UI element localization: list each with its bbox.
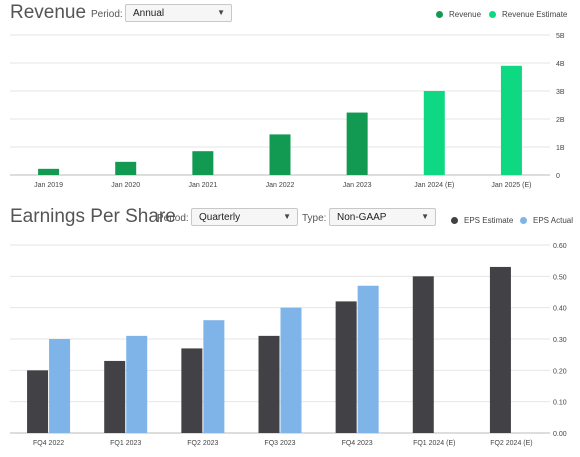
eps-estimate-legend-label: EPS Estimate — [464, 216, 514, 225]
revenue-chart: 5B 4B 3B 2B 1B 0 Jan 2019 Jan 2020 Jan 2021 Jan 2… — [10, 33, 565, 189]
revenue-y-tick-label: 0 — [556, 173, 560, 180]
eps-type-label: Type: — [302, 213, 327, 224]
eps-type-value: Non-GAAP — [337, 212, 387, 223]
eps-y-tick-label: 0.50 — [553, 274, 567, 281]
eps-x-tick-label: FQ4 2022 — [33, 440, 64, 447]
eps-bar — [104, 360, 126, 433]
eps-bar — [258, 335, 280, 433]
eps-x-tick-label: FQ4 2023 — [342, 440, 373, 447]
eps-estimate-legend-dot — [451, 217, 458, 224]
eps-bar — [412, 276, 434, 433]
eps-bar — [335, 301, 357, 433]
dropdown-caret-icon: ▼ — [217, 8, 225, 17]
revenue-bar — [500, 65, 522, 175]
legend-eps-actual[interactable]: EPS Actual — [520, 216, 573, 225]
revenue-y-tick-label: 4B — [556, 61, 565, 68]
eps-actual-legend-dot — [520, 217, 527, 224]
revenue-x-tick-label: Jan 2025 (E) — [491, 182, 531, 189]
revenue-y-tick-label: 3B — [556, 89, 565, 96]
revenue-x-tick-label: Jan 2020 — [111, 182, 140, 189]
revenue-bar — [192, 151, 214, 175]
eps-bar — [126, 335, 148, 433]
revenue-estimate-legend-dot — [489, 11, 496, 18]
revenue-x-tick-label: Jan 2023 — [343, 182, 372, 189]
eps-bar — [203, 320, 225, 433]
revenue-period-value: Annual — [133, 8, 165, 19]
eps-title: Earnings Per Share — [10, 206, 176, 227]
revenue-title: Revenue — [10, 2, 87, 23]
eps-actual-legend-label: EPS Actual — [533, 216, 574, 225]
revenue-x-tick-label: Jan 2019 — [34, 182, 63, 189]
eps-x-tick-label: FQ1 2024 (E) — [413, 440, 455, 447]
legend-revenue-estimate[interactable]: Revenue Estimate — [489, 10, 567, 19]
revenue-legend-label: Revenue — [449, 10, 482, 19]
eps-y-tick-label: 0.30 — [553, 337, 567, 344]
revenue-x-tick-label: Jan 2022 — [266, 182, 295, 189]
eps-y-tick-label: 0.20 — [553, 368, 567, 375]
dropdown-caret-icon: ▼ — [283, 212, 291, 221]
revenue-bar — [346, 112, 368, 175]
revenue-y-tick-label: 2B — [556, 117, 565, 124]
dropdown-caret-icon: ▼ — [421, 212, 429, 221]
eps-y-tick-label: 0.10 — [553, 400, 567, 407]
revenue-x-tick-label: Jan 2024 (E) — [414, 182, 454, 189]
revenue-y-tick-label: 5B — [556, 33, 565, 40]
eps-bar — [181, 348, 203, 433]
revenue-x-tick-label: Jan 2021 — [188, 182, 217, 189]
eps-x-tick-label: FQ2 2024 (E) — [490, 440, 532, 447]
eps-type-select[interactable]: Non-GAAP ▼ — [329, 208, 436, 226]
revenue-bar — [115, 161, 137, 175]
eps-bar — [357, 285, 379, 433]
eps-bar — [489, 266, 511, 433]
legend-eps-estimate[interactable]: EPS Estimate — [451, 216, 513, 225]
revenue-estimate-legend-label: Revenue Estimate — [502, 10, 568, 19]
revenue-bar — [269, 134, 291, 175]
eps-bar — [27, 370, 49, 433]
revenue-period-select[interactable]: Annual ▼ — [125, 4, 232, 22]
revenue-y-tick-label: 1B — [556, 145, 565, 152]
revenue-period-label: Period: — [91, 9, 123, 20]
eps-period-select[interactable]: Quarterly ▼ — [191, 208, 298, 226]
revenue-bar — [38, 168, 60, 175]
eps-x-tick-label: FQ2 2023 — [187, 440, 218, 447]
eps-y-tick-label: 0.60 — [553, 243, 567, 250]
eps-period-value: Quarterly — [199, 212, 241, 223]
revenue-legend-dot — [436, 11, 443, 18]
eps-x-tick-label: FQ3 2023 — [264, 440, 295, 447]
eps-y-tick-label: 0.40 — [553, 306, 567, 313]
eps-y-tick-label: 0.00 — [553, 431, 567, 438]
eps-bar — [49, 339, 71, 433]
eps-x-tick-label: FQ1 2023 — [110, 440, 141, 447]
revenue-bar — [423, 91, 445, 175]
eps-bar — [280, 307, 302, 433]
eps-period-label: Period: — [157, 213, 189, 224]
legend-revenue[interactable]: Revenue — [436, 10, 481, 19]
